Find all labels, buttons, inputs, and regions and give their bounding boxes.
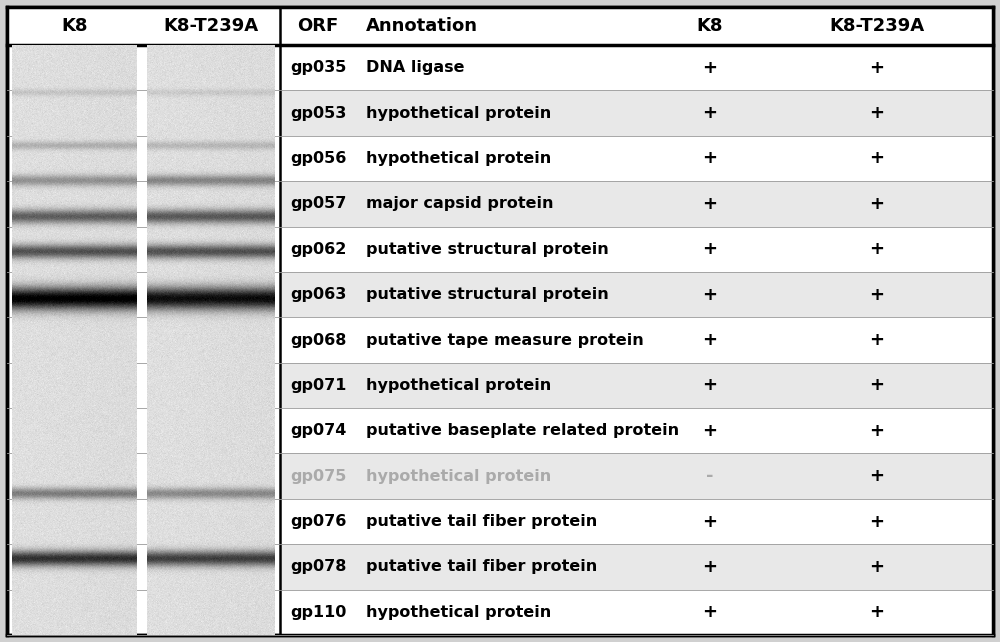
Bar: [280, 181, 993, 227]
Text: +: +: [702, 603, 718, 621]
Text: +: +: [702, 58, 718, 76]
Text: gp078: gp078: [290, 559, 346, 575]
Text: +: +: [869, 512, 884, 530]
Text: +: +: [702, 422, 718, 440]
Bar: [7, 7, 993, 45]
Text: +: +: [702, 195, 718, 213]
Text: K8-T239A: K8-T239A: [163, 17, 259, 35]
Text: putative tail fiber protein: putative tail fiber protein: [366, 559, 597, 575]
Bar: [280, 227, 993, 272]
Text: gp068: gp068: [290, 333, 346, 347]
Text: putative tail fiber protein: putative tail fiber protein: [366, 514, 597, 529]
Text: +: +: [869, 150, 884, 168]
Text: gp035: gp035: [290, 60, 346, 75]
Bar: [280, 135, 993, 181]
Text: K8: K8: [61, 17, 88, 35]
Bar: [280, 453, 993, 499]
Text: Annotation: Annotation: [366, 17, 478, 35]
Text: gp053: gp053: [290, 105, 346, 121]
Text: +: +: [869, 240, 884, 258]
Text: gp074: gp074: [290, 423, 346, 438]
Text: putative baseplate related protein: putative baseplate related protein: [366, 423, 679, 438]
Text: +: +: [702, 512, 718, 530]
Text: hypothetical protein: hypothetical protein: [366, 105, 551, 121]
Text: hypothetical protein: hypothetical protein: [366, 605, 551, 620]
Text: hypothetical protein: hypothetical protein: [366, 151, 551, 166]
Text: +: +: [702, 558, 718, 576]
Text: +: +: [869, 603, 884, 621]
Text: +: +: [702, 150, 718, 168]
Text: +: +: [869, 195, 884, 213]
Text: gp071: gp071: [290, 378, 346, 393]
Text: gp075: gp075: [290, 469, 346, 483]
Text: K8: K8: [697, 17, 723, 35]
Text: +: +: [702, 376, 718, 394]
Text: gp076: gp076: [290, 514, 346, 529]
Text: putative structural protein: putative structural protein: [366, 242, 609, 257]
Text: -: -: [706, 467, 714, 485]
Text: +: +: [869, 331, 884, 349]
Bar: [280, 272, 993, 317]
Text: +: +: [869, 58, 884, 76]
Text: +: +: [702, 240, 718, 258]
Text: +: +: [869, 104, 884, 122]
Text: ORF: ORF: [297, 17, 339, 35]
Text: +: +: [702, 331, 718, 349]
Bar: [280, 408, 993, 453]
Text: +: +: [869, 467, 884, 485]
Text: gp062: gp062: [290, 242, 346, 257]
Bar: [280, 589, 993, 635]
Text: +: +: [702, 104, 718, 122]
Text: hypothetical protein: hypothetical protein: [366, 378, 551, 393]
Text: putative structural protein: putative structural protein: [366, 287, 609, 302]
Text: gp110: gp110: [290, 605, 346, 620]
Text: +: +: [869, 558, 884, 576]
Text: +: +: [869, 376, 884, 394]
Text: gp056: gp056: [290, 151, 346, 166]
Text: putative tape measure protein: putative tape measure protein: [366, 333, 644, 347]
Text: +: +: [702, 286, 718, 304]
Bar: [280, 45, 993, 91]
Bar: [280, 363, 993, 408]
Text: DNA ligase: DNA ligase: [366, 60, 464, 75]
Text: +: +: [869, 286, 884, 304]
Text: +: +: [869, 422, 884, 440]
Bar: [280, 317, 993, 363]
Text: major capsid protein: major capsid protein: [366, 196, 554, 211]
Bar: [280, 499, 993, 544]
Bar: [280, 544, 993, 589]
Text: K8-T239A: K8-T239A: [829, 17, 924, 35]
Bar: [280, 91, 993, 135]
Text: hypothetical protein: hypothetical protein: [366, 469, 551, 483]
Text: gp063: gp063: [290, 287, 346, 302]
Text: gp057: gp057: [290, 196, 346, 211]
